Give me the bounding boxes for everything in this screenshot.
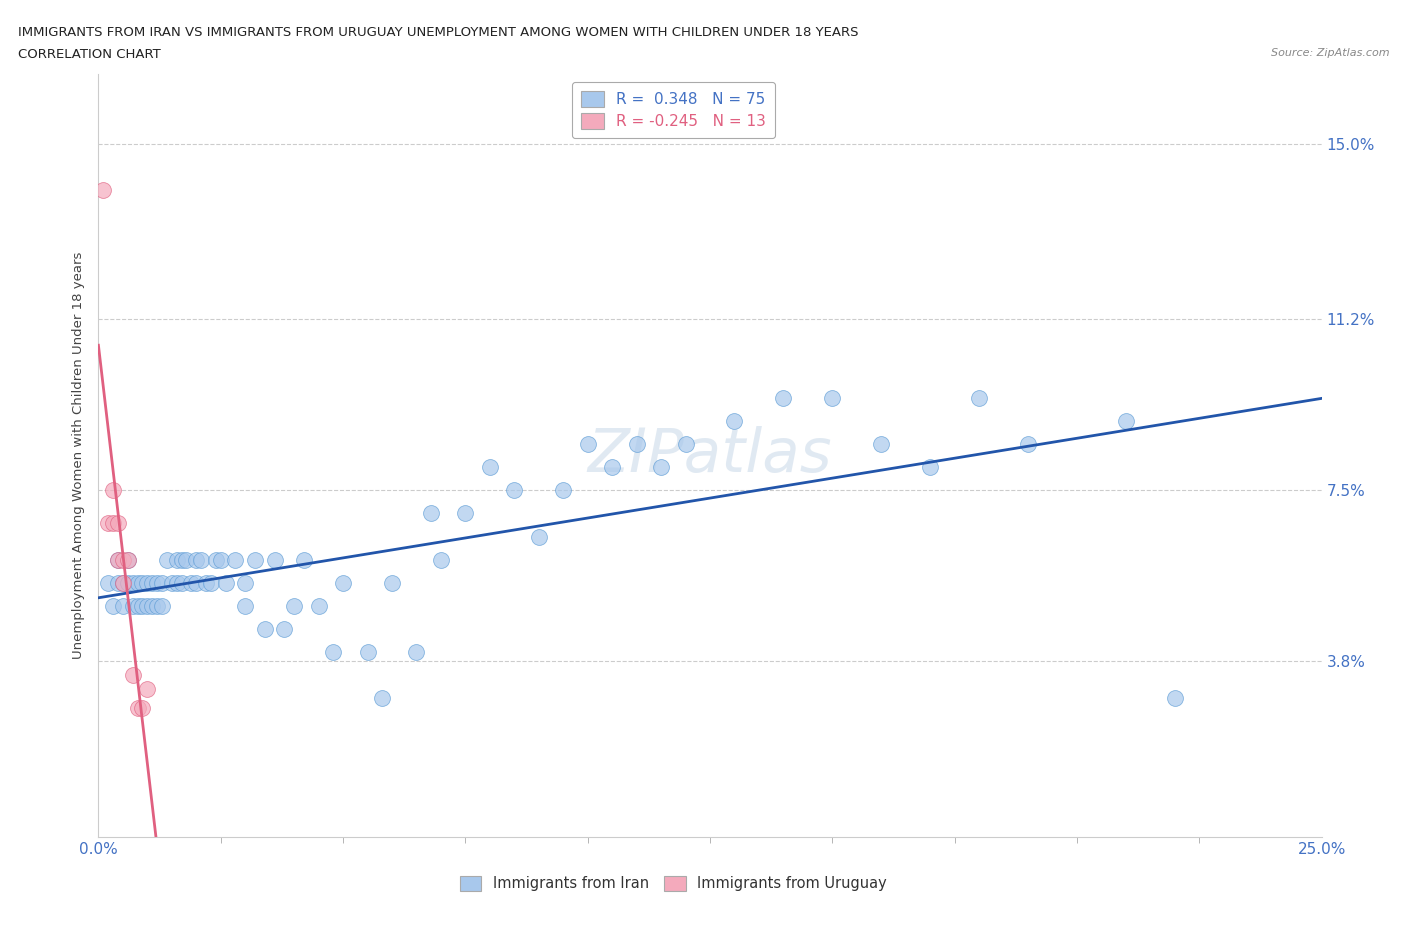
Point: [224, 552, 246, 567]
Point: [430, 552, 453, 567]
Point: [967, 391, 990, 405]
Text: IMMIGRANTS FROM IRAN VS IMMIGRANTS FROM URUGUAY UNEMPLOYMENT AMONG WOMEN WITH CH: IMMIGRANTS FROM IRAN VS IMMIGRANTS FROM …: [18, 26, 859, 39]
Point: [141, 599, 163, 614]
Point: [322, 644, 344, 659]
Point: [111, 576, 134, 591]
Point: [243, 552, 266, 567]
Point: [650, 459, 672, 474]
Point: [233, 576, 256, 591]
Point: [146, 576, 169, 591]
Point: [283, 599, 305, 614]
Point: [146, 599, 169, 614]
Point: [131, 599, 153, 614]
Point: [127, 576, 149, 591]
Point: [166, 576, 188, 591]
Point: [97, 576, 120, 591]
Point: [91, 182, 114, 197]
Point: [420, 506, 443, 521]
Point: [186, 576, 208, 591]
Point: [190, 552, 212, 567]
Point: [101, 599, 124, 614]
Point: [527, 529, 550, 544]
Y-axis label: Unemployment Among Women with Children Under 18 years: Unemployment Among Women with Children U…: [72, 252, 86, 659]
Point: [180, 576, 202, 591]
Point: [1017, 437, 1039, 452]
Point: [136, 576, 159, 591]
Point: [920, 459, 942, 474]
Point: [478, 459, 501, 474]
Point: [107, 552, 129, 567]
Point: [111, 552, 134, 567]
Point: [600, 459, 623, 474]
Point: [675, 437, 697, 452]
Point: [160, 576, 183, 591]
Point: [170, 552, 193, 567]
Point: [107, 515, 129, 530]
Point: [870, 437, 893, 452]
Point: [253, 621, 276, 636]
Point: [111, 599, 134, 614]
Point: [141, 576, 163, 591]
Point: [356, 644, 378, 659]
Point: [121, 576, 143, 591]
Point: [454, 506, 477, 521]
Point: [195, 576, 218, 591]
Text: CORRELATION CHART: CORRELATION CHART: [18, 48, 162, 61]
Point: [121, 668, 143, 683]
Point: [101, 515, 124, 530]
Point: [371, 691, 394, 706]
Point: [772, 391, 794, 405]
Legend: Immigrants from Iran, Immigrants from Uruguay: Immigrants from Iran, Immigrants from Ur…: [453, 869, 894, 898]
Point: [107, 552, 129, 567]
Point: [332, 576, 354, 591]
Point: [97, 515, 120, 530]
Point: [308, 599, 330, 614]
Text: ZIPatlas: ZIPatlas: [588, 426, 832, 485]
Point: [117, 576, 139, 591]
Point: [121, 599, 143, 614]
Point: [273, 621, 295, 636]
Point: [503, 483, 526, 498]
Point: [553, 483, 575, 498]
Point: [136, 682, 159, 697]
Point: [127, 700, 149, 715]
Text: Source: ZipAtlas.com: Source: ZipAtlas.com: [1271, 48, 1389, 59]
Point: [107, 576, 129, 591]
Point: [233, 599, 256, 614]
Point: [111, 576, 134, 591]
Point: [170, 576, 193, 591]
Point: [209, 552, 232, 567]
Point: [821, 391, 844, 405]
Point: [136, 599, 159, 614]
Point: [576, 437, 599, 452]
Point: [101, 483, 124, 498]
Point: [186, 552, 208, 567]
Point: [200, 576, 222, 591]
Point: [156, 552, 179, 567]
Point: [150, 599, 173, 614]
Point: [263, 552, 285, 567]
Point: [117, 552, 139, 567]
Point: [117, 552, 139, 567]
Point: [131, 700, 153, 715]
Point: [214, 576, 236, 591]
Point: [150, 576, 173, 591]
Point: [405, 644, 427, 659]
Point: [176, 552, 198, 567]
Point: [723, 414, 745, 429]
Point: [626, 437, 648, 452]
Point: [127, 599, 149, 614]
Point: [131, 576, 153, 591]
Point: [205, 552, 228, 567]
Point: [166, 552, 188, 567]
Point: [381, 576, 404, 591]
Point: [292, 552, 315, 567]
Point: [1164, 691, 1187, 706]
Point: [1115, 414, 1137, 429]
